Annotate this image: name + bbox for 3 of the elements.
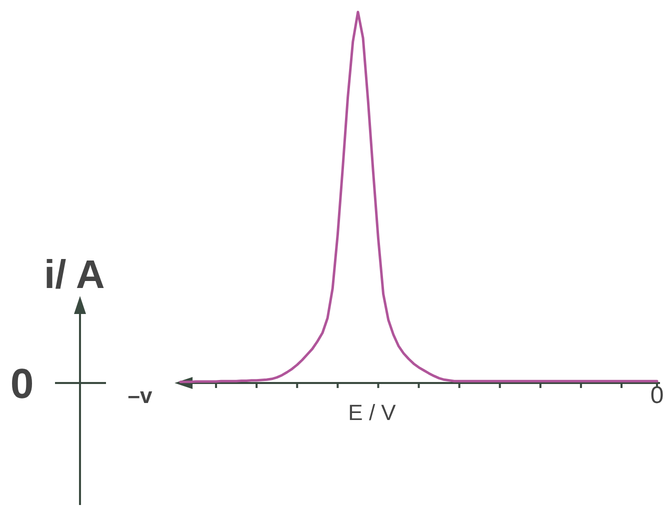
x-tick-label: –v [128,383,153,408]
x-axis-title: E / V [348,400,396,425]
y-axis-title: i/ A [44,253,105,297]
